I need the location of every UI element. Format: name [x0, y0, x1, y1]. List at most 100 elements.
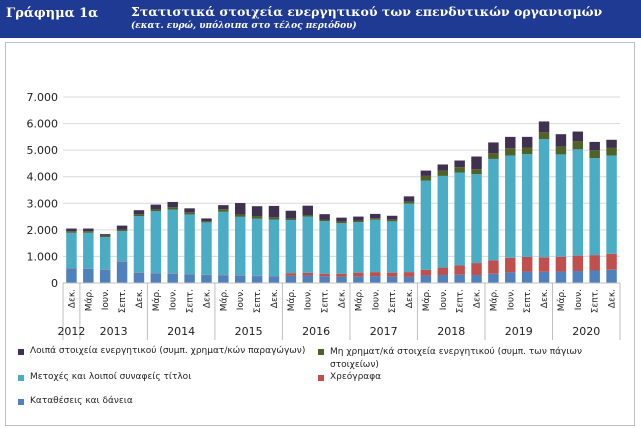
bar-segment: [319, 221, 330, 274]
bar-segment: [488, 153, 499, 159]
bar-segment: [437, 267, 449, 276]
bar-segment: [538, 138, 550, 258]
y-tick-label: 2.000: [27, 224, 59, 237]
legend-label: Μη χρηματ/κά στοιχεία ενεργητικού (συμπ.…: [330, 347, 582, 370]
bar-segment: [420, 180, 432, 270]
bar-segment: [589, 255, 600, 271]
bar-segment: [336, 221, 347, 224]
bar-segment: [471, 275, 482, 283]
legend-entry-deposits: Καταθέσεις και δάνεια: [18, 396, 133, 406]
bar-segment: [234, 275, 246, 283]
bar-segment: [116, 261, 128, 283]
figure-label: Γράφημα 1α: [6, 6, 99, 21]
x-tick-label: Δεκ.: [405, 289, 415, 308]
bar-segment: [606, 269, 617, 283]
bar-segment: [505, 272, 516, 283]
bar-segment: [370, 276, 381, 283]
bar-segment: [454, 167, 465, 173]
year-label: 2014: [167, 325, 195, 338]
bar-segment: [370, 213, 381, 219]
legend-label: Καταθέσεις και δάνεια: [30, 396, 133, 406]
bar-segment: [285, 210, 297, 219]
bar-segment: [66, 268, 77, 283]
bar-segment: [572, 131, 584, 142]
bar-segment: [184, 212, 195, 215]
chart-title: Στατιστικά στοιχεία ενεργητικού των επεν…: [131, 4, 603, 19]
bar-segment: [538, 132, 550, 139]
bar-segment: [251, 206, 263, 217]
bar-segment: [83, 228, 94, 232]
bar-segment: [437, 164, 449, 171]
bar-segment: [471, 156, 482, 170]
bar-segment: [572, 271, 584, 283]
x-tick-label: Μάρ.: [422, 289, 432, 311]
year-label: 2016: [302, 325, 330, 338]
y-tick-label: 0: [51, 277, 58, 290]
x-tick-label: Σεπτ.: [523, 289, 533, 313]
bar-segment: [167, 207, 178, 210]
bar-segment: [319, 273, 330, 277]
bar-segment: [336, 273, 347, 277]
bar-segment: [99, 237, 111, 270]
bar-segment: [251, 218, 263, 276]
bar-segment: [99, 269, 111, 283]
bar-segment: [505, 155, 516, 258]
bar-segment: [386, 276, 398, 283]
bar-segment: [201, 222, 212, 275]
bar-segment: [268, 217, 280, 220]
bar-segment: [66, 228, 77, 232]
x-tick-label: Σεπτ.: [388, 289, 398, 313]
bar-segment: [302, 214, 313, 217]
bar-segment: [218, 209, 229, 212]
bar-segment: [184, 274, 195, 283]
y-tick-label: 1.000: [27, 250, 59, 263]
year-label: 2015: [235, 325, 263, 338]
x-tick-label: Σεπτ.: [118, 289, 128, 313]
legend-label: Χρεόγραφα: [330, 372, 382, 382]
bar-segment: [555, 256, 567, 272]
bar-segment: [488, 273, 499, 283]
x-tick-label: Δεκ.: [540, 289, 550, 308]
bar-segment: [302, 216, 313, 273]
bar-segment: [116, 231, 128, 262]
bar-segment: [66, 231, 77, 233]
bar-segment: [353, 222, 364, 273]
x-tick-label: Δεκ.: [608, 289, 618, 308]
bar-segment: [201, 221, 212, 223]
x-tick-label: Δεκ.: [67, 289, 77, 308]
bar-segment: [133, 210, 145, 215]
x-tick-label: Δεκ.: [473, 289, 483, 308]
bar-segment: [302, 275, 313, 283]
bar-segment: [285, 218, 297, 221]
bar-segment: [99, 235, 111, 238]
bar-segment: [234, 203, 246, 215]
bar-segment: [201, 275, 212, 283]
bar-segment: [268, 205, 280, 218]
bar-segment: [521, 256, 533, 272]
bar-segment: [370, 218, 381, 220]
legend-label: Μετοχές και λοιποί συναφείς τίτλοι: [30, 372, 192, 382]
bar-segment: [150, 204, 162, 210]
bar-segment: [420, 170, 432, 176]
chart-legend: Λοιπά στοιχεία ενεργητικού (συμπ. χρηματ…: [18, 346, 628, 416]
bar-segment: [488, 158, 499, 261]
bar-segment: [83, 232, 94, 269]
chart-header: Γράφημα 1α Στατιστικά στοιχεία ενεργητικ…: [0, 0, 641, 38]
bar-segment: [521, 147, 533, 155]
bar-segment: [167, 201, 178, 208]
bar-segment: [403, 276, 415, 283]
bar-segment: [538, 271, 550, 283]
bar-segment: [386, 219, 398, 222]
bar-segment: [285, 273, 297, 276]
bar-segment: [454, 265, 465, 275]
x-tick-label: Μάρ.: [557, 289, 567, 311]
bar-segment: [268, 276, 280, 283]
bar-segment: [403, 201, 415, 204]
bar-segment: [589, 141, 600, 151]
bar-segment: [336, 217, 347, 222]
x-tick-label: Μάρ.: [219, 289, 229, 311]
bar-segment: [572, 255, 584, 272]
x-tick-label: Ιουν.: [236, 289, 246, 310]
bar-segment: [505, 136, 516, 149]
bar-segment: [336, 223, 347, 274]
